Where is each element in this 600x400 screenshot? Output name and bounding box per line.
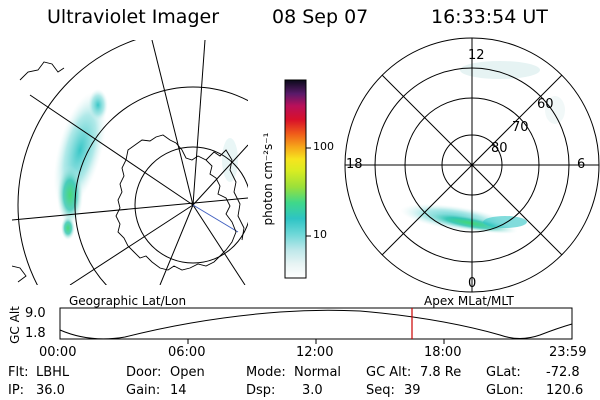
longitude-line	[29, 94, 194, 206]
time-tick-0600: 06:00	[168, 345, 206, 360]
coastline	[12, 265, 27, 283]
latitude-circle	[74, 86, 248, 285]
longitude-line	[151, 40, 194, 206]
colorbar-tick-100: 100	[313, 140, 334, 153]
time-tick-1800: 18:00	[424, 345, 462, 360]
sun-direction-line	[192, 204, 239, 233]
dsp-value: 3.0	[302, 383, 323, 398]
altitude-ytick-1.8: 1.8	[25, 326, 46, 341]
altitude-ytick-9: 9.0	[25, 306, 46, 321]
mode-value: Normal	[294, 365, 342, 380]
coastline	[115, 134, 237, 271]
colorbar	[284, 79, 307, 279]
mlt-label-18: 18	[346, 157, 363, 172]
aurora-emission	[460, 61, 540, 79]
altitude-ylabel: GC Alt	[7, 306, 22, 344]
latitude-circle	[17, 40, 137, 285]
longitude-line	[192, 40, 206, 206]
dsp-label: Dsp:	[246, 383, 276, 398]
instrument-title: Ultraviolet Imager	[47, 6, 220, 28]
flt-label: Flt:	[8, 365, 29, 380]
aurora-emission	[88, 89, 108, 121]
aurora-emission	[57, 165, 83, 225]
colorbar-tick-10: 10	[313, 228, 327, 241]
glon-label: GLon:	[486, 383, 524, 398]
lat-label-70: 70	[512, 120, 529, 135]
mag-panel-label: Apex MLat/MLT	[424, 294, 514, 308]
coastline	[19, 61, 65, 81]
date-label: 08 Sep 07	[272, 6, 369, 28]
longitude-line	[192, 144, 248, 206]
lat-label-80: 80	[491, 141, 508, 156]
flt-value: LBHL	[36, 365, 70, 380]
time-label: 16:33:54 UT	[431, 6, 548, 28]
longitude-line	[192, 204, 246, 285]
time-tick-0000: 00:00	[39, 345, 77, 360]
seq-label: Seq:	[366, 383, 395, 398]
gcalt-value: 7.8 Re	[420, 365, 462, 380]
gain-value: 14	[170, 383, 187, 398]
aurora-emission	[545, 96, 565, 124]
time-tick-1200: 12:00	[296, 345, 334, 360]
altitude-curve	[59, 309, 573, 340]
mlt-label-6: 6	[577, 157, 586, 172]
door-value: Open	[170, 365, 205, 380]
gcalt-label: GC Alt:	[366, 365, 412, 380]
glat-label: GLat:	[486, 365, 521, 380]
mlt-label-12: 12	[468, 48, 485, 63]
longitude-line	[69, 204, 194, 285]
geo-map-content	[12, 40, 248, 285]
time-tick-2359: 23:59	[549, 345, 587, 360]
geo-panel-label: Geographic Lat/Lon	[69, 294, 187, 308]
mode-label: Mode:	[246, 365, 286, 380]
glon-value: 120.6	[546, 383, 584, 398]
gain-label: Gain:	[126, 383, 161, 398]
mlt-label-0: 0	[468, 276, 477, 291]
glat-value: -72.8	[546, 365, 580, 380]
longitude-line	[159, 204, 194, 285]
ip-label: IP:	[8, 383, 25, 398]
longitude-line	[12, 197, 248, 221]
seq-value: 39	[404, 383, 421, 398]
door-label: Door:	[126, 365, 162, 380]
coastline	[205, 149, 245, 241]
lat-label-60: 60	[537, 97, 554, 112]
ip-value: 36.0	[36, 383, 65, 398]
aurora-emission	[483, 216, 527, 228]
latitude-circle	[134, 146, 248, 264]
aurora-emission	[61, 216, 75, 240]
mag-polar-plot	[344, 37, 600, 293]
